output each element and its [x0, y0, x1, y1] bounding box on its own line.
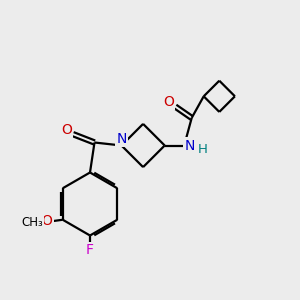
Text: N: N [116, 132, 127, 146]
Text: O: O [163, 95, 174, 109]
Text: CH₃: CH₃ [22, 216, 44, 229]
Text: O: O [61, 124, 72, 137]
Text: H: H [198, 142, 208, 156]
Text: F: F [86, 244, 94, 257]
Text: N: N [184, 139, 195, 152]
Text: O: O [42, 214, 52, 228]
